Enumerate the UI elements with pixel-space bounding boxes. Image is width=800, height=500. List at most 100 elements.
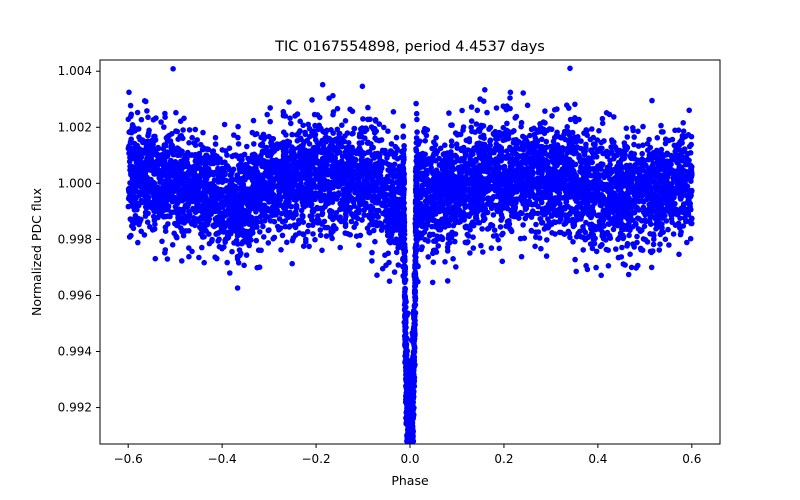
data-point [663, 218, 670, 224]
data-point [326, 95, 332, 101]
data-point [680, 120, 686, 126]
data-point [339, 143, 345, 150]
data-point [312, 236, 318, 243]
data-point [317, 232, 324, 239]
data-point [613, 246, 619, 252]
data-point [578, 145, 584, 152]
data-point [490, 212, 497, 218]
data-point [344, 154, 350, 160]
data-point [189, 248, 195, 255]
data-point [381, 124, 387, 131]
data-point [552, 231, 558, 237]
data-point [504, 148, 510, 154]
data-point [488, 221, 494, 228]
data-point [487, 138, 493, 145]
data-point [266, 162, 273, 169]
data-point [605, 263, 612, 269]
data-point [589, 245, 596, 252]
data-point [306, 133, 313, 140]
data-point [619, 148, 626, 155]
data-point [150, 213, 157, 220]
data-point [534, 196, 540, 202]
data-point [456, 219, 462, 226]
data-point [181, 115, 187, 122]
data-point [200, 129, 206, 136]
data-point [589, 126, 595, 132]
data-point [230, 166, 237, 173]
data-point [386, 259, 392, 266]
data-point [339, 153, 346, 160]
data-point [249, 129, 256, 136]
data-point [212, 141, 219, 147]
data-point [609, 149, 615, 155]
data-point [128, 182, 135, 188]
data-point [267, 118, 274, 125]
data-point [465, 162, 471, 168]
data-point [342, 118, 349, 124]
data-point [473, 121, 480, 127]
data-point [315, 143, 321, 150]
data-point [633, 221, 639, 228]
data-point [422, 138, 429, 144]
data-point [448, 143, 455, 149]
data-point [388, 141, 395, 147]
data-point [372, 238, 378, 245]
data-point [589, 150, 596, 156]
data-point [688, 133, 695, 140]
data-point [300, 219, 307, 225]
data-point [334, 105, 341, 112]
data-point [686, 107, 692, 114]
data-point [393, 249, 400, 256]
data-point [180, 127, 186, 133]
data-point [594, 137, 601, 143]
data-point [216, 243, 223, 250]
data-point [593, 248, 600, 255]
data-point [138, 116, 145, 123]
data-point [549, 213, 555, 219]
data-point [587, 136, 594, 143]
data-point [650, 241, 657, 248]
data-point [298, 207, 305, 214]
data-point [468, 104, 475, 110]
data-point [244, 143, 250, 150]
data-point [643, 162, 649, 168]
data-point [323, 233, 330, 239]
data-point [330, 130, 337, 136]
data-point [189, 152, 195, 158]
data-point [266, 227, 272, 233]
data-point [359, 217, 365, 223]
data-point [499, 232, 505, 238]
data-point [522, 215, 529, 222]
data-point [446, 110, 452, 116]
data-point [250, 117, 257, 124]
data-point [379, 147, 386, 154]
data-point [159, 238, 165, 245]
data-point [219, 159, 225, 166]
data-point [253, 131, 260, 137]
data-point [317, 227, 324, 233]
data-point [224, 259, 230, 266]
data-point [688, 165, 694, 172]
data-point [631, 141, 637, 148]
data-point [319, 81, 326, 88]
data-point [144, 204, 151, 211]
data-point [627, 162, 633, 169]
data-point [498, 217, 504, 223]
data-point [231, 132, 237, 138]
data-point [484, 226, 491, 232]
data-point [676, 251, 682, 258]
data-point [351, 125, 358, 132]
data-point [520, 90, 526, 96]
data-point [372, 135, 378, 141]
data-point [386, 278, 393, 285]
data-point [541, 130, 548, 137]
data-point [578, 138, 584, 144]
data-point [583, 262, 589, 269]
data-point [520, 222, 526, 228]
data-point [485, 175, 491, 181]
data-point [376, 121, 383, 127]
data-point [358, 126, 364, 132]
data-point [334, 126, 341, 133]
data-point [353, 220, 359, 227]
